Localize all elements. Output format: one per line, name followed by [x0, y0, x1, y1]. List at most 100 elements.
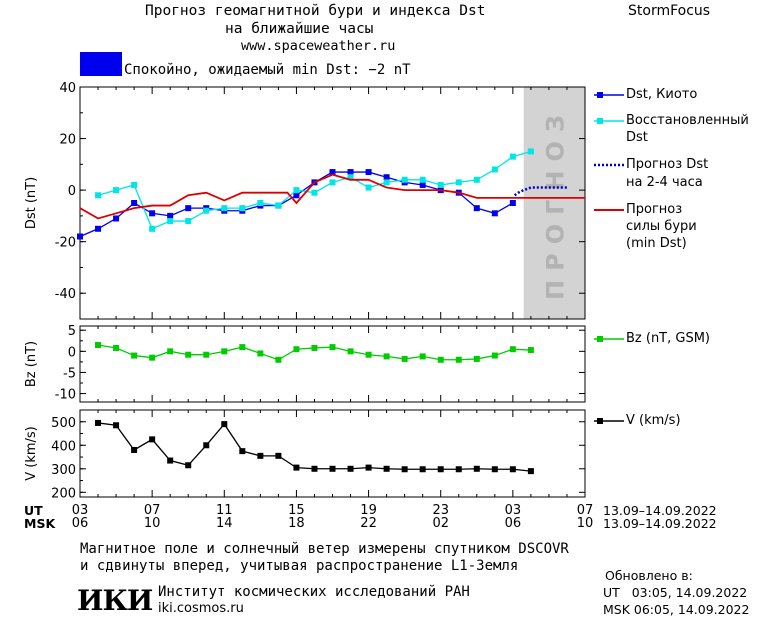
data-point — [401, 466, 408, 473]
data-point — [113, 422, 120, 429]
panel-frame — [79, 409, 586, 498]
ut-tick-label: 03 — [505, 503, 522, 518]
data-point — [347, 169, 354, 176]
updated-ut: UT 03:05, 14.09.2022 — [603, 585, 748, 600]
data-point — [311, 465, 318, 472]
data-point — [167, 212, 174, 219]
data-point — [419, 181, 426, 188]
data-point — [455, 356, 462, 363]
data-point — [131, 181, 138, 188]
data-point — [329, 344, 336, 351]
data-point — [527, 148, 534, 155]
data-point — [95, 419, 102, 426]
legend-restored-label: Восстановленный — [626, 113, 749, 128]
ut-tick-label: 23 — [432, 503, 449, 518]
msk-tick-label: 10 — [577, 516, 594, 531]
ut-tick-label: 07 — [144, 503, 161, 518]
data-point — [185, 218, 192, 225]
data-point — [95, 192, 102, 199]
msk-tick-label: 22 — [360, 516, 377, 531]
msk-tick-label: 06 — [505, 516, 522, 531]
y-axis-label: V (km/s) — [24, 426, 39, 481]
data-point — [275, 202, 282, 209]
legend-storm-label: Прогноз — [626, 202, 683, 217]
ut-tick-label: 11 — [216, 503, 233, 518]
data-point — [221, 421, 228, 428]
data-point — [311, 189, 318, 196]
data-point — [275, 356, 282, 363]
data-point — [167, 218, 174, 225]
data-point — [113, 215, 120, 222]
data-point — [257, 350, 264, 357]
data-point — [239, 205, 246, 212]
data-point — [491, 466, 498, 473]
data-point — [383, 174, 390, 181]
data-point — [221, 348, 228, 355]
legend-bz-label: Bz (nT, GSM) — [626, 331, 711, 346]
data-point — [509, 153, 516, 160]
data-point — [203, 351, 210, 358]
data-point — [167, 457, 174, 464]
site-url[interactable]: www.spaceweather.ru — [241, 38, 396, 54]
data-point — [149, 354, 156, 361]
data-point — [419, 176, 426, 183]
y-tick-label: 0 — [68, 345, 76, 360]
data-point — [149, 436, 156, 443]
data-point — [419, 466, 426, 473]
panel-frame — [79, 325, 586, 403]
chart-title-line2: на ближайшие часы — [225, 21, 374, 37]
data-point — [473, 465, 480, 472]
data-point — [203, 207, 210, 214]
legend-storm-label-3: (min Dst) — [626, 236, 687, 251]
iki-logo: ИКИ — [77, 584, 153, 617]
data-point — [239, 344, 246, 351]
panel-frame — [79, 86, 586, 320]
y-tick-label: 40 — [59, 81, 76, 96]
data-point — [347, 465, 354, 472]
series-line — [79, 173, 585, 220]
data-point — [401, 355, 408, 362]
data-point — [491, 166, 498, 173]
y-tick-label: 0 — [68, 184, 76, 199]
msk-tick-label: 02 — [432, 516, 449, 531]
msk-date-range: 13.09–14.09.2022 — [603, 516, 717, 531]
chart-title-line1: Прогноз геомагнитной бури и индекса Dst — [145, 3, 486, 19]
y-tick-label: 20 — [59, 133, 76, 148]
data-point — [509, 466, 516, 473]
forecast-region — [523, 87, 585, 319]
data-point — [131, 446, 138, 453]
data-point — [203, 442, 210, 449]
data-point — [131, 352, 138, 359]
data-point — [455, 466, 462, 473]
legend-forecast-label-2: на 2-4 часа — [626, 175, 703, 190]
data-point — [491, 352, 498, 359]
data-point — [293, 187, 300, 194]
y-tick-label: -40 — [55, 287, 76, 302]
data-point — [527, 347, 534, 354]
data-point — [293, 346, 300, 353]
ut-tick-label: 03 — [72, 503, 89, 518]
data-point — [185, 462, 192, 469]
legend-restored-swatch — [594, 118, 624, 124]
data-point — [167, 348, 174, 355]
data-point — [95, 342, 102, 348]
legend-kyoto-swatch — [594, 92, 624, 98]
data-point — [113, 187, 120, 194]
data-point — [257, 452, 264, 459]
data-point — [383, 179, 390, 186]
v-panel: 500 400 300 200 V (km/s) — [24, 409, 586, 501]
updated-label: Обновлено в: — [605, 568, 693, 583]
series-line — [97, 422, 531, 472]
data-point — [365, 351, 372, 358]
y-axis-label: Dst (nT) — [24, 177, 39, 229]
institute-url[interactable]: iki.cosmos.ru — [158, 601, 244, 616]
data-point — [509, 200, 516, 206]
updated-msk: MSK 06:05, 14.09.2022 — [603, 602, 750, 617]
data-point — [365, 184, 372, 191]
data-point — [473, 176, 480, 183]
status-color-box — [80, 52, 122, 76]
data-point — [95, 225, 102, 232]
data-point — [365, 464, 372, 471]
data-point — [473, 205, 480, 212]
data-point — [329, 179, 336, 186]
